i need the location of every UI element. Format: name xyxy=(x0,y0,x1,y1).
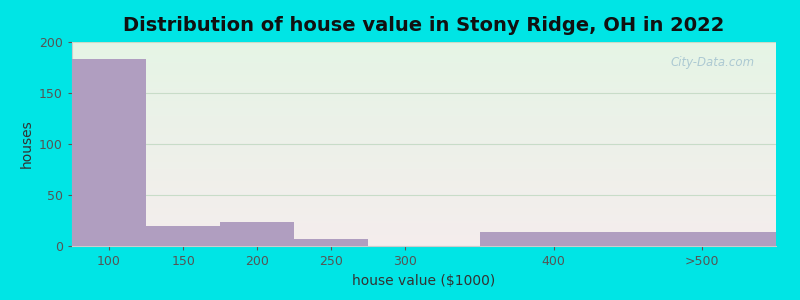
Bar xyxy=(294,239,369,246)
Bar xyxy=(72,59,146,246)
X-axis label: house value ($1000): house value ($1000) xyxy=(352,274,496,288)
Bar xyxy=(220,221,294,246)
Y-axis label: houses: houses xyxy=(19,120,34,168)
Text: City-Data.com: City-Data.com xyxy=(670,56,755,69)
Bar xyxy=(628,232,776,246)
Title: Distribution of house value in Stony Ridge, OH in 2022: Distribution of house value in Stony Rid… xyxy=(123,16,725,35)
Bar xyxy=(479,232,628,246)
Bar xyxy=(146,226,220,246)
